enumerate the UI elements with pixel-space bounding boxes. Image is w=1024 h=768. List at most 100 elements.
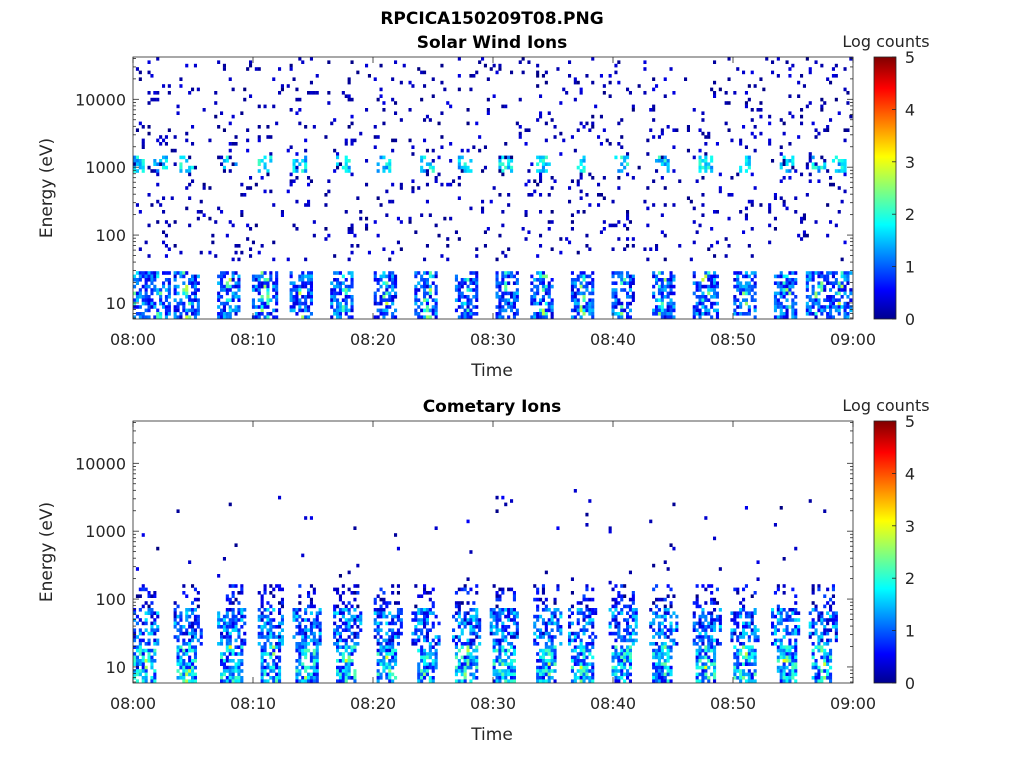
spectrogram-cell	[315, 618, 319, 622]
spectrogram-cell	[391, 659, 395, 663]
spectrogram-cell	[701, 625, 705, 629]
spectrogram-cell	[133, 659, 137, 663]
spectrogram-cell	[388, 162, 392, 166]
spectrogram-cell	[620, 271, 624, 275]
spectrogram-cell	[295, 614, 299, 619]
spectrogram-cell	[733, 645, 737, 649]
spectrogram-cell	[225, 628, 229, 632]
spectrogram-cell	[704, 169, 708, 173]
spectrogram-cell	[501, 645, 505, 649]
spectrogram-cell	[495, 495, 499, 500]
spectrogram-cell	[663, 288, 667, 292]
spectrogram-cell	[399, 220, 403, 224]
spectrogram-cell	[617, 301, 621, 306]
spectrogram-cell	[724, 91, 728, 95]
spectrogram-cell	[237, 652, 241, 656]
spectrogram-cell	[710, 165, 714, 170]
spectrogram-cell	[153, 162, 157, 166]
spectrogram-cell	[704, 662, 708, 666]
spectrogram-cell	[631, 278, 635, 282]
spectrogram-cell	[483, 244, 487, 248]
spectrogram-cell	[135, 305, 139, 309]
spectrogram-cell	[138, 295, 142, 299]
spectrogram-cell	[628, 648, 632, 653]
spectrogram-cell	[292, 223, 296, 228]
spectrogram-cell	[466, 659, 470, 663]
spectrogram-cell	[713, 618, 717, 622]
spectrogram-cell	[234, 543, 238, 547]
spectrogram-cell	[460, 628, 464, 632]
spectrogram-cell	[309, 604, 313, 609]
spectrogram-cell	[724, 237, 728, 241]
spectrogram-cell	[782, 672, 786, 677]
spectrogram-cell	[498, 669, 502, 673]
spectrogram-cell	[736, 625, 740, 629]
spectrogram-cell	[539, 159, 543, 163]
spectrogram-cell	[179, 665, 183, 670]
spectrogram-cell	[399, 118, 403, 122]
spectrogram-cell	[222, 63, 226, 68]
spectrogram-cell	[817, 305, 821, 309]
spectrogram-cell	[272, 281, 276, 285]
spectrogram-cell	[533, 189, 537, 194]
spectrogram-cell	[469, 288, 473, 292]
spectrogram-cell	[231, 274, 235, 279]
spectrogram-cell	[431, 665, 435, 670]
spectrogram-cell	[626, 631, 630, 636]
spectrogram-cell	[338, 162, 342, 166]
spectrogram-cell	[634, 618, 638, 622]
spectrogram-cell	[298, 108, 302, 112]
spectrogram-cell	[475, 284, 479, 289]
spectrogram-cell	[823, 278, 827, 282]
spectrogram-cell	[135, 295, 139, 299]
spectrogram-cell	[199, 631, 203, 636]
spectrogram-cell	[814, 315, 818, 319]
spectrogram-cell	[135, 665, 139, 670]
spectrogram-cell	[660, 597, 664, 602]
spectrogram-cell	[304, 635, 308, 639]
spectrogram-cell	[846, 295, 850, 299]
y-axis-label: Energy (eV)	[37, 138, 57, 238]
spectrogram-cell	[457, 659, 461, 663]
spectrogram-cell	[736, 172, 740, 177]
spectrogram-cell	[188, 655, 192, 660]
spectrogram-cell	[457, 291, 461, 296]
spectrogram-cell	[829, 118, 833, 122]
spectrogram-cell	[782, 155, 786, 160]
spectrogram-cell	[652, 618, 656, 622]
spectrogram-cell	[347, 97, 351, 102]
spectrogram-cell	[289, 291, 293, 296]
spectrogram-cell	[628, 288, 632, 292]
spectrogram-cell	[179, 301, 183, 306]
spectrogram-cell	[382, 614, 386, 619]
spectrogram-cell	[156, 546, 160, 551]
spectrogram-cell	[188, 621, 192, 626]
spectrogram-cell	[309, 274, 313, 279]
spectrogram-cell	[188, 608, 192, 612]
spectrogram-cell	[231, 652, 235, 656]
spectrogram-cell	[263, 648, 267, 653]
spectrogram-cell	[573, 284, 577, 289]
spectrogram-cell	[330, 291, 334, 296]
spectrogram-cell	[460, 669, 464, 673]
spectrogram-cell	[394, 278, 398, 282]
spectrogram-cell	[547, 665, 551, 670]
spectrogram-cell	[423, 295, 427, 299]
spectrogram-cell	[785, 625, 789, 629]
spectrogram-cell	[663, 94, 667, 98]
spectrogram-cell	[550, 628, 554, 632]
spectrogram-cell	[501, 608, 505, 612]
spectrogram-cell	[350, 591, 354, 595]
spectrogram-cell	[541, 587, 545, 592]
spectrogram-cell	[820, 165, 824, 170]
spectrogram-cell	[692, 281, 696, 285]
spectrogram-cell	[733, 655, 737, 660]
spectrogram-cell	[652, 679, 656, 683]
spectrogram-cell	[831, 315, 835, 319]
spectrogram-cell	[655, 305, 659, 309]
spectrogram-cell	[295, 152, 299, 156]
spectrogram-cell	[341, 591, 345, 595]
spectrogram-cell	[133, 631, 137, 636]
spectrogram-cell	[336, 611, 340, 615]
spectrogram-cell	[704, 142, 708, 146]
